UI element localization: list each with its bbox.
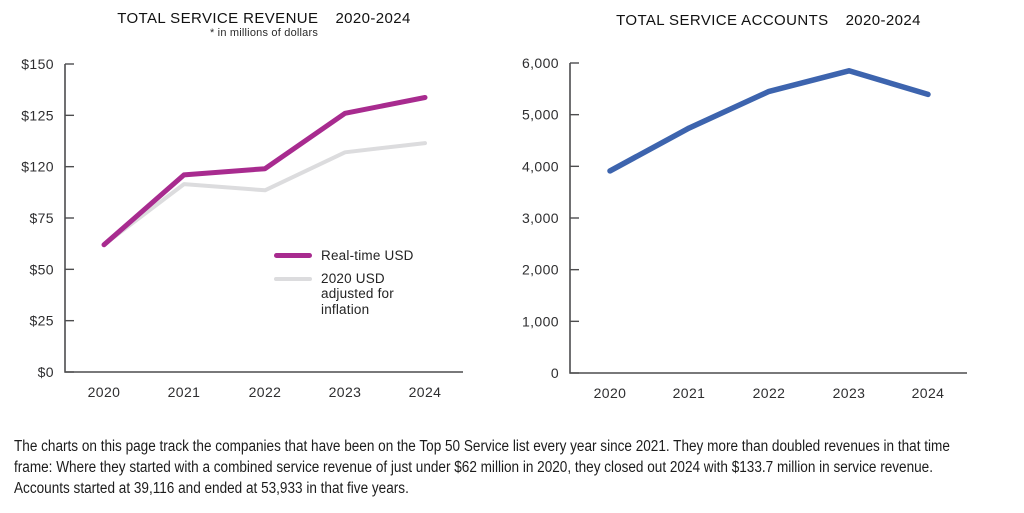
svg-text:2022: 2022 bbox=[249, 384, 282, 400]
svg-text:0: 0 bbox=[551, 365, 559, 381]
accounts-title-period: 2020-2024 bbox=[845, 12, 921, 29]
svg-text:$75: $75 bbox=[29, 210, 54, 226]
legend-item-adjusted: 2020 USD adjusted for inflation bbox=[274, 271, 414, 318]
svg-text:2022: 2022 bbox=[753, 385, 786, 401]
revenue-plot: $150 $125 $120 $75 $50 $25 $0 2020 2021 2022 2023 2… bbox=[21, 56, 463, 400]
accounts-title-text: TOTAL SERVICE ACCOUNTS bbox=[616, 12, 829, 29]
svg-text:2021: 2021 bbox=[168, 384, 201, 400]
legend-swatch-adjusted-usd bbox=[274, 276, 312, 281]
svg-text:4,000: 4,000 bbox=[522, 158, 559, 174]
revenue-chart-subtitle: * in millions of dollars bbox=[209, 27, 319, 39]
legend-item-realtime: Real-time USD bbox=[274, 248, 414, 264]
accounts-chart-title: TOTAL SERVICE ACCOUNTS 2020-2024 bbox=[570, 12, 967, 29]
legend-label-adjusted-usd: 2020 USD adjusted for inflation bbox=[321, 270, 394, 317]
svg-text:5,000: 5,000 bbox=[522, 107, 559, 123]
summary-paragraph: The charts on this page track the compan… bbox=[14, 436, 1019, 499]
svg-text:2024: 2024 bbox=[409, 384, 442, 400]
revenue-chart-title: TOTAL SERVICE REVENUE 2020-2024 bbox=[65, 10, 463, 27]
svg-text:6,000: 6,000 bbox=[522, 55, 559, 71]
svg-text:$0: $0 bbox=[38, 364, 54, 380]
svg-text:2024: 2024 bbox=[912, 385, 945, 401]
legend-label-realtime-usd: Real-time USD bbox=[321, 248, 414, 263]
svg-text:$50: $50 bbox=[29, 261, 54, 277]
svg-text:2,000: 2,000 bbox=[522, 262, 559, 278]
svg-text:1,000: 1,000 bbox=[522, 313, 559, 329]
svg-text:$25: $25 bbox=[29, 313, 54, 329]
accounts-plot: 6,000 5,000 4,000 3,000 2,000 1,000 0 2020 2021 2… bbox=[522, 55, 967, 401]
svg-text:2020: 2020 bbox=[594, 385, 627, 401]
accounts-chart: TOTAL SERVICE ACCOUNTS 2020-2024 6,000 5,0… bbox=[512, 0, 1024, 420]
svg-text:2020: 2020 bbox=[88, 384, 121, 400]
legend: Real-time USD 2020 USD adjusted for infl… bbox=[274, 248, 414, 324]
revenue-chart: TOTAL SERVICE REVENUE 2020-2024 * in mill… bbox=[0, 0, 512, 420]
svg-text:3,000: 3,000 bbox=[522, 210, 559, 226]
svg-text:$120: $120 bbox=[21, 159, 54, 175]
svg-text:2021: 2021 bbox=[673, 385, 706, 401]
svg-text:$150: $150 bbox=[21, 56, 54, 72]
legend-swatch-realtime-usd bbox=[274, 253, 312, 259]
svg-text:$125: $125 bbox=[21, 107, 54, 123]
summary-line-1: The charts on this page track the compan… bbox=[14, 438, 950, 455]
svg-text:2023: 2023 bbox=[329, 384, 362, 400]
svg-text:2023: 2023 bbox=[833, 385, 866, 401]
revenue-title-text: TOTAL SERVICE REVENUE bbox=[117, 10, 319, 27]
summary-line-3: Accounts started at 39,116 and ended at … bbox=[14, 480, 409, 497]
revenue-title-period: 2020-2024 bbox=[335, 10, 411, 27]
summary-line-2: frame: Where they started with a combine… bbox=[14, 459, 933, 476]
